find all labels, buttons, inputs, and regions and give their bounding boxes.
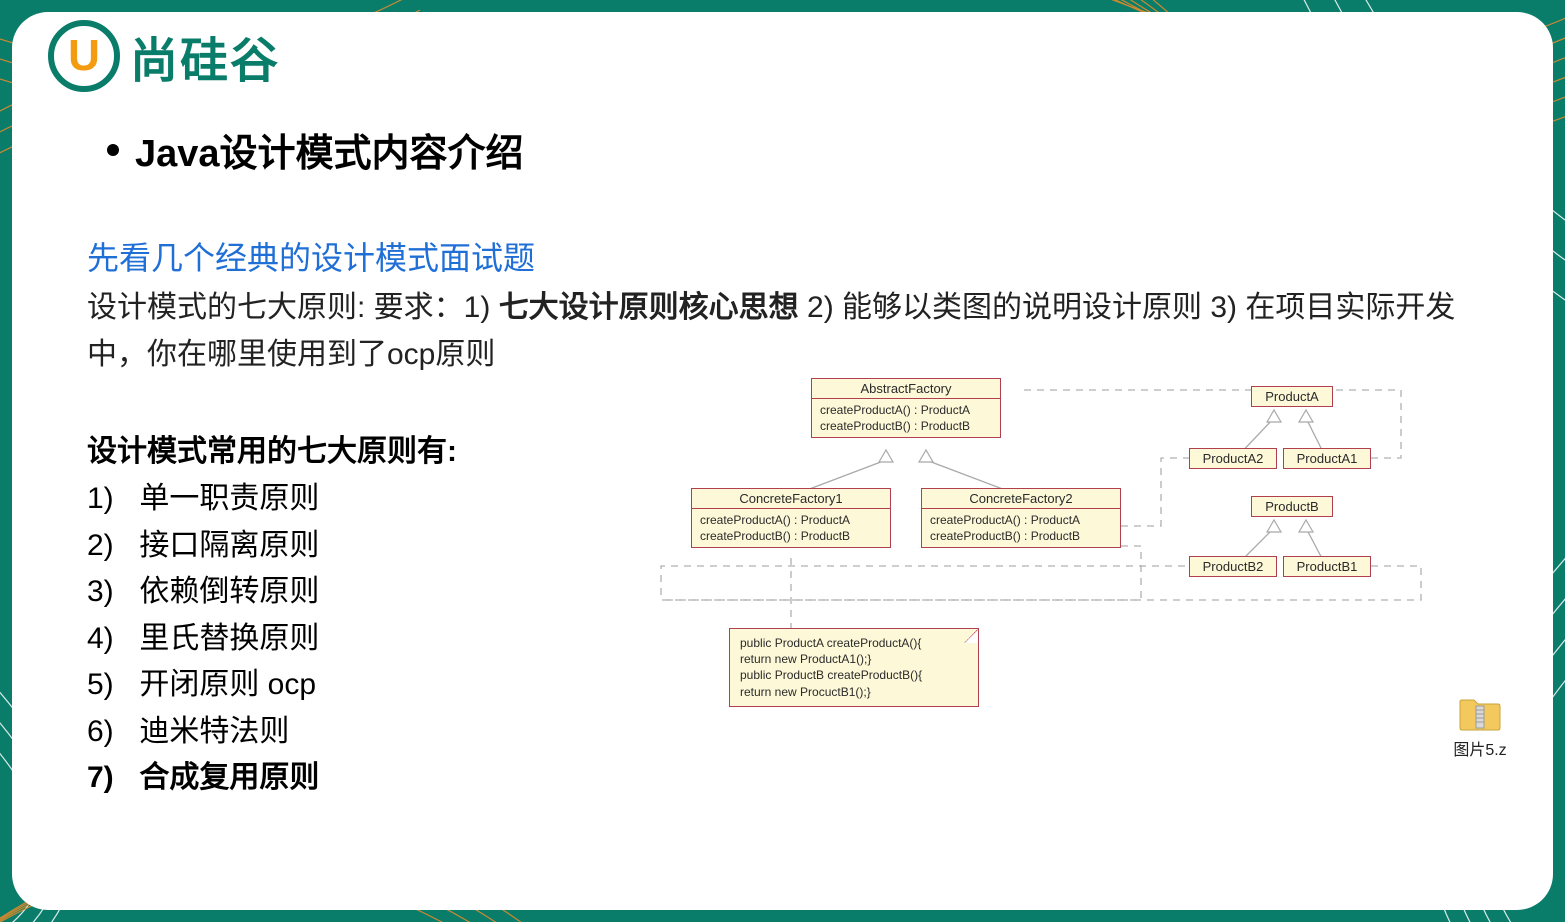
slide-title-row: Java设计模式内容介绍: [87, 122, 1493, 177]
slide-title: Java设计模式内容介绍: [135, 122, 524, 177]
slide-card: U 尚硅谷 Java设计模式内容介绍 先看几个经典的设计模式面试题 设计模式的七…: [12, 12, 1553, 910]
uml-class-AbstractFactory: AbstractFactorycreateProductA() : Produc…: [811, 378, 1001, 438]
principle-item: 1) 单一职责原则: [87, 476, 607, 523]
folder-zip-icon: [1458, 694, 1502, 732]
principle-item: 2) 接口隔离原则: [87, 523, 607, 570]
logo-text: 尚硅谷: [130, 21, 280, 91]
uml-class-ProductB1: ProductB1: [1283, 556, 1371, 577]
uml-class-ProductB: ProductB: [1251, 496, 1333, 517]
principle-item: 5) 开闭原则 ocp: [87, 662, 607, 709]
body-bold: 七大设计原则核心思想: [499, 291, 799, 324]
bullet-icon: [107, 144, 119, 156]
file-label: 图片5.z: [1445, 736, 1515, 760]
subtitle: 先看几个经典的设计模式面试题: [87, 233, 1493, 279]
principles-heading: 设计模式常用的七大原则有:: [87, 426, 607, 470]
uml-class-ProductA: ProductA: [1251, 386, 1333, 407]
uml-class-ConcreteFactory1: ConcreteFactory1createProductA() : Produ…: [691, 488, 891, 548]
uml-class-ConcreteFactory2: ConcreteFactory2createProductA() : Produ…: [921, 488, 1121, 548]
principle-item: 7) 合成复用原则: [87, 755, 607, 802]
uml-note: public ProductA createProductA(){return …: [729, 628, 979, 707]
uml-diagram: AbstractFactorycreateProductA() : Produc…: [631, 378, 1431, 738]
uml-class-ProductA1: ProductA1: [1283, 448, 1371, 469]
body-paragraph: 设计模式的七大原则: 要求：1) 七大设计原则核心思想 2) 能够以类图的说明设…: [87, 285, 1467, 378]
body-pre: 设计模式的七大原则: 要求：1): [87, 291, 499, 324]
slide-body: Java设计模式内容介绍 先看几个经典的设计模式面试题 设计模式的七大原则: 要…: [87, 122, 1493, 870]
uml-class-ProductA2: ProductA2: [1189, 448, 1277, 469]
logo-badge: U: [48, 20, 120, 92]
uml-class-ProductB2: ProductB2: [1189, 556, 1277, 577]
principle-item: 4) 里氏替换原则: [87, 616, 607, 663]
desktop-file-item[interactable]: 图片5.z: [1445, 694, 1515, 760]
principles-list: 1) 单一职责原则2) 接口隔离原则3) 依赖倒转原则4) 里氏替换原则5) 开…: [87, 476, 607, 802]
principle-item: 6) 迪米特法则: [87, 709, 607, 756]
brand-logo: U 尚硅谷: [48, 20, 280, 92]
principle-item: 3) 依赖倒转原则: [87, 569, 607, 616]
